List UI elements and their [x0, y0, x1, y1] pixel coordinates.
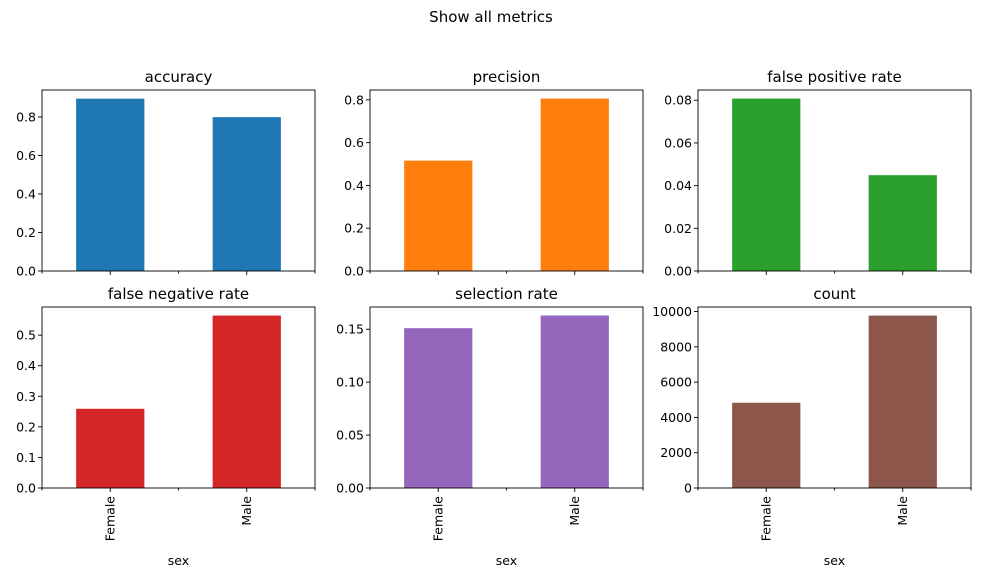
y-tick-label: 0.8 [16, 109, 36, 124]
bar-female [732, 402, 801, 488]
y-tick-label: 0.0 [16, 481, 36, 496]
panel-title: false negative rate [108, 285, 249, 303]
y-tick-label: 0.00 [336, 481, 364, 496]
y-tick-label: 0.6 [16, 148, 36, 163]
bar-male [868, 175, 937, 271]
panel-title: precision [473, 68, 541, 86]
y-tick-label: 0.00 [664, 264, 692, 279]
chart-panel-6: count 0 2000 4000 6000 8000 10000 Female Male sex [652, 285, 972, 568]
chart-panel-2: precision 0.0 0.2 0.4 0.6 0.8 [344, 68, 644, 279]
y-tick-label: 10000 [652, 304, 692, 319]
x-tick-label: Female [431, 496, 446, 542]
y-tick-label: 0.05 [336, 428, 364, 443]
y-tick-label: 0.2 [16, 225, 36, 240]
bar-male [212, 117, 281, 272]
y-tick-label: 0.3 [16, 389, 36, 404]
x-tick-label: Female [759, 496, 774, 542]
x-tick-label: Male [567, 496, 582, 526]
chart-panel-4: false negative rate 0.0 0.1 0.2 0.3 0.4 0.5 Fem… [16, 285, 316, 568]
y-tick-label: 0.2 [344, 221, 364, 236]
y-tick-label: 6000 [660, 375, 692, 390]
y-tick-label: 0.4 [16, 358, 36, 373]
panel-title: selection rate [455, 285, 558, 303]
chart-panel-1: accuracy 0.0 0.2 0.4 0.6 0.8 [16, 68, 316, 279]
y-tick-label: 0.1 [16, 450, 36, 465]
figure-title: Show all metrics [429, 8, 553, 26]
chart-panels: accuracy 0.0 0.2 0.4 0.6 0.8 precision 0.0 0.2 0.… [16, 68, 972, 568]
panel-title: accuracy [145, 68, 213, 86]
x-tick-label: Male [895, 496, 910, 526]
y-tick-label: 0.0 [16, 264, 36, 279]
y-tick-label: 4000 [660, 410, 692, 425]
panel-title: count [813, 285, 855, 303]
y-tick-label: 2000 [660, 445, 692, 460]
x-tick-label: Female [103, 496, 118, 542]
x-axis-label: sex [168, 553, 189, 568]
y-tick-label: 0 [684, 481, 692, 496]
y-tick-label: 0.04 [664, 178, 692, 193]
panel-title: false positive rate [767, 68, 902, 86]
bar-male [212, 315, 281, 488]
bar-female [404, 160, 473, 271]
y-tick-label: 0.15 [336, 322, 364, 337]
bar-female [76, 408, 145, 488]
bar-female [732, 98, 801, 271]
y-tick-label: 0.6 [344, 135, 364, 150]
bar-male [540, 315, 609, 488]
x-axis-label: sex [824, 553, 845, 568]
y-tick-label: 0.08 [664, 93, 692, 108]
y-tick-label: 0.10 [336, 375, 364, 390]
y-tick-label: 0.06 [664, 135, 692, 150]
y-tick-label: 0.2 [16, 419, 36, 434]
y-tick-label: 0.02 [664, 221, 692, 236]
bar-female [76, 98, 145, 271]
bar-male [540, 98, 609, 271]
y-tick-label: 0.8 [344, 92, 364, 107]
y-tick-label: 0.4 [344, 178, 364, 193]
chart-panel-3: false positive rate 0.00 0.02 0.04 0.06 0.08 [664, 68, 972, 279]
y-tick-label: 8000 [660, 339, 692, 354]
y-tick-label: 0.5 [16, 328, 36, 343]
x-axis-label: sex [496, 553, 517, 568]
y-tick-label: 0.0 [344, 264, 364, 279]
x-tick-label: Male [239, 496, 254, 526]
bar-female [404, 328, 473, 488]
y-tick-label: 0.4 [16, 186, 36, 201]
bar-male [868, 315, 937, 488]
chart-panel-5: selection rate 0.00 0.05 0.10 0.15 Female Male… [336, 285, 644, 568]
